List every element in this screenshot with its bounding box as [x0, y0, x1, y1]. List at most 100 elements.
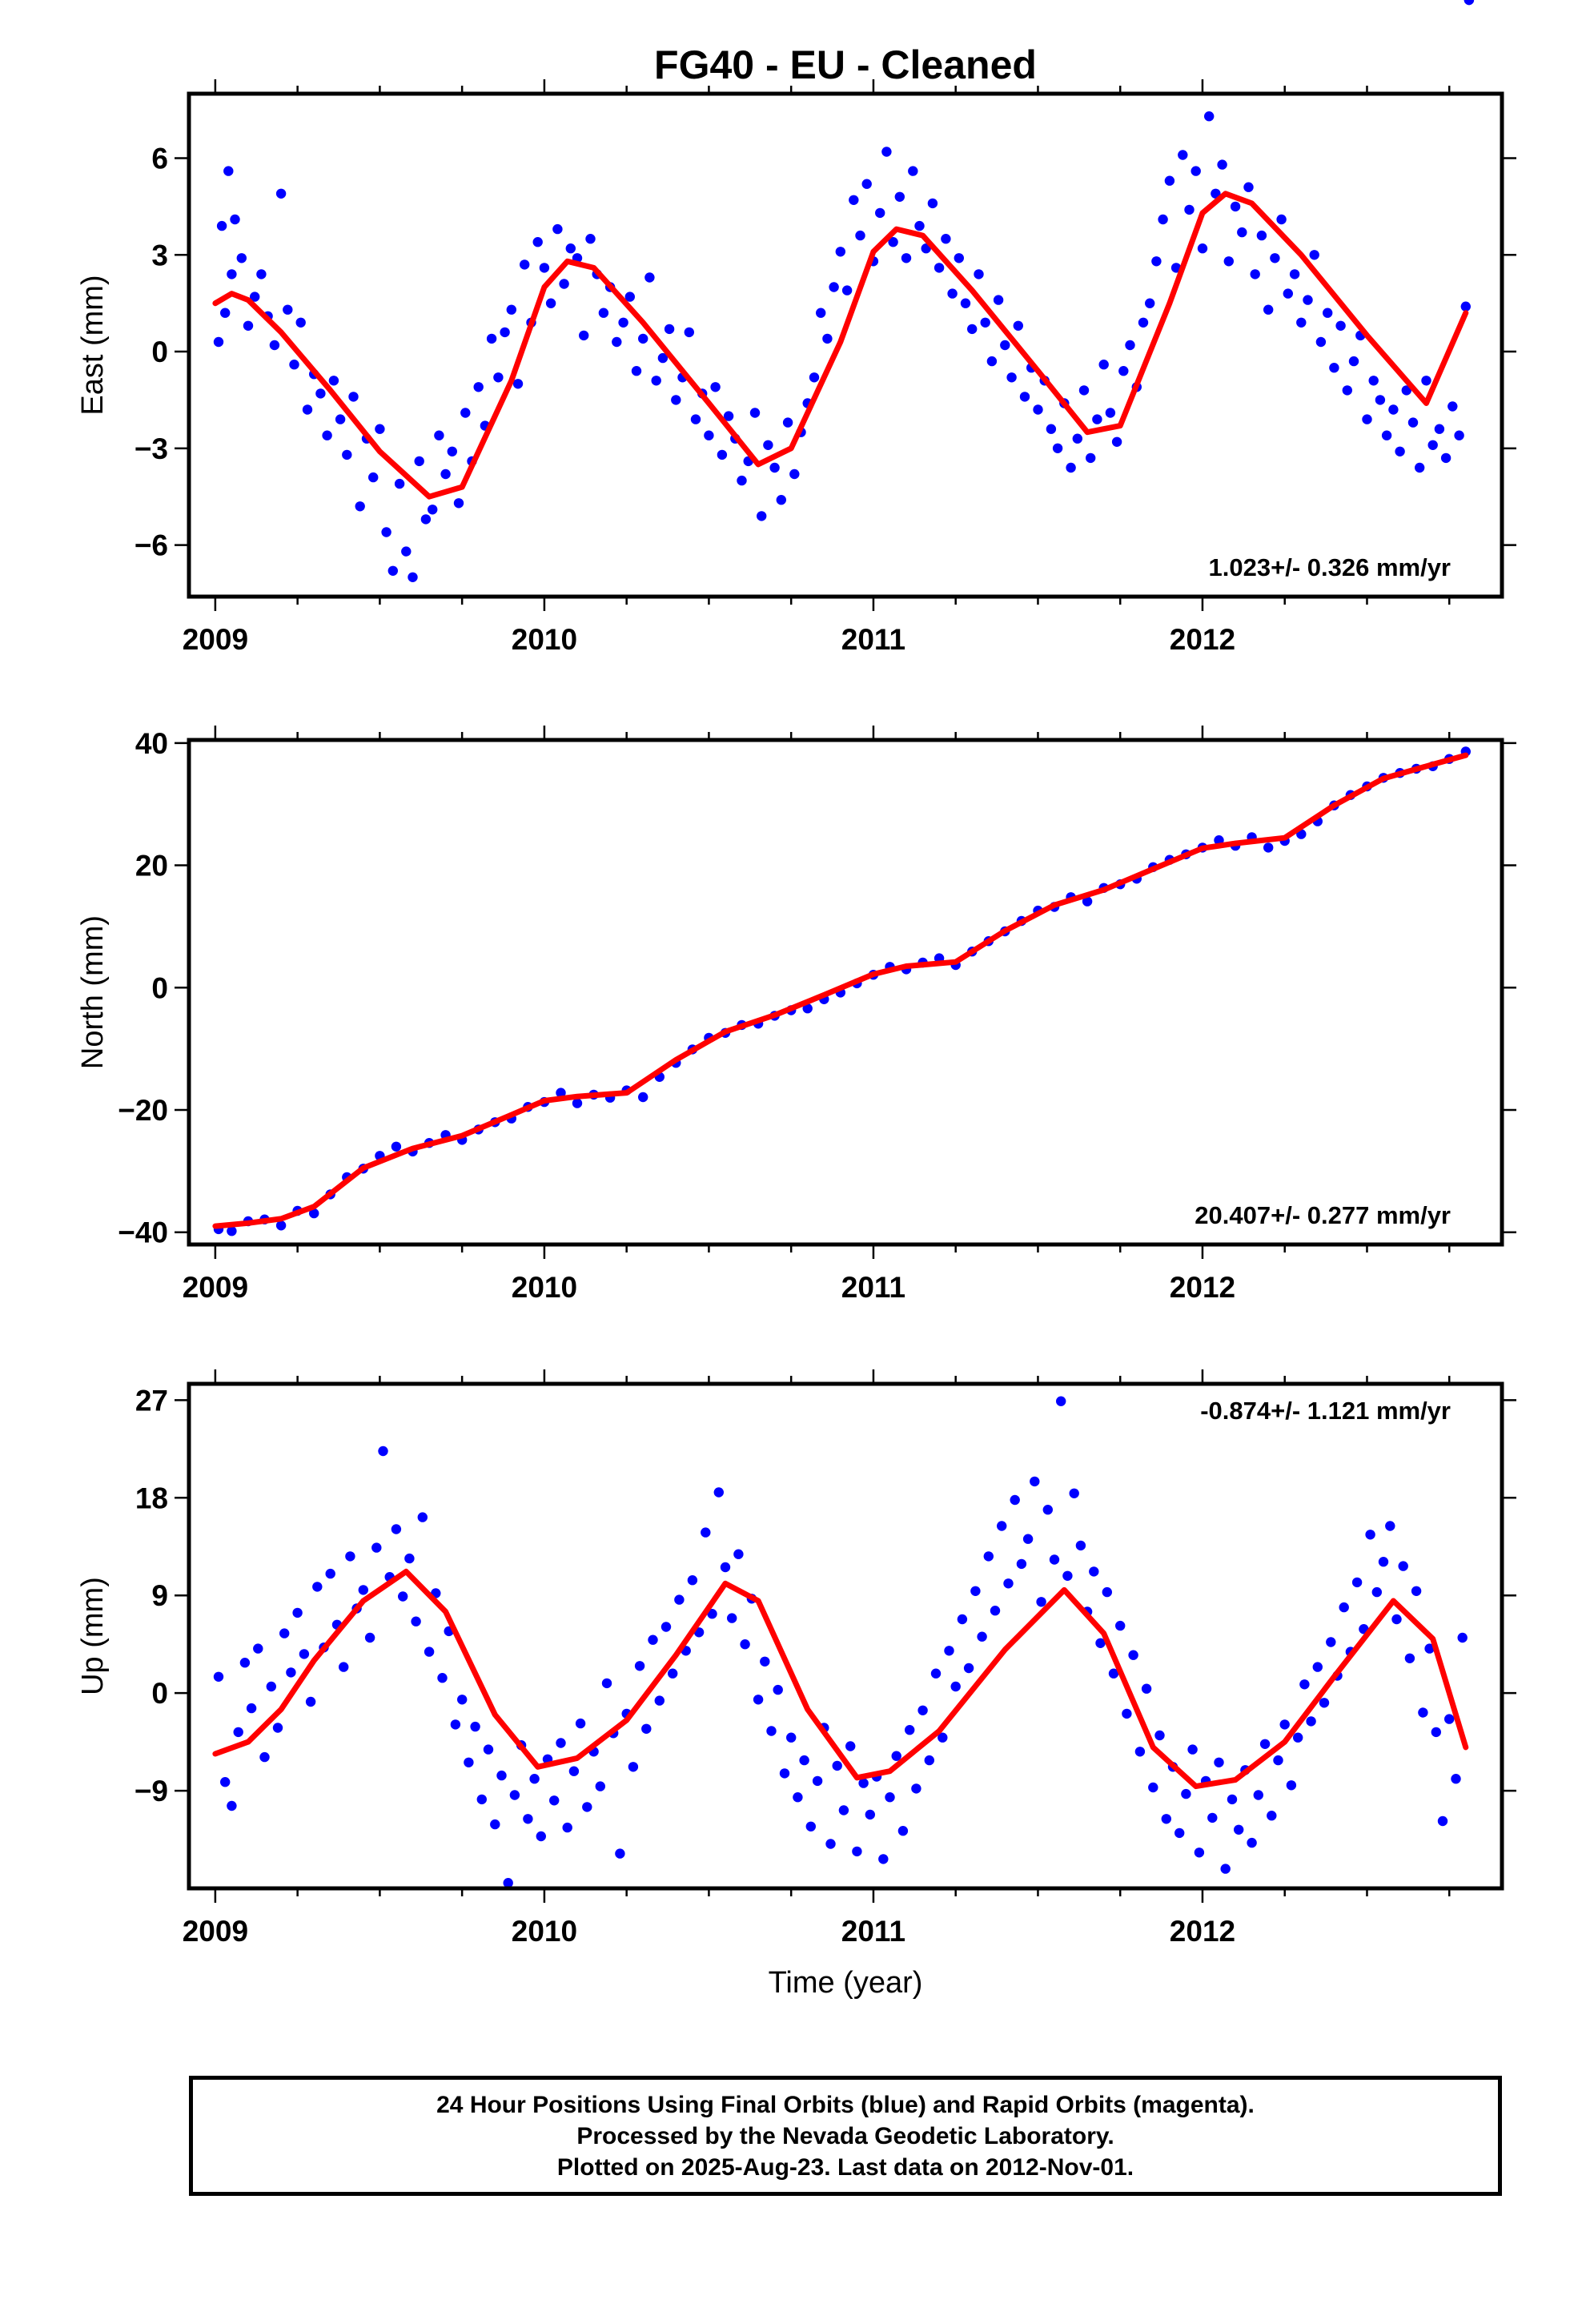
data-point — [644, 272, 655, 283]
data-point — [799, 1755, 809, 1766]
data-point — [822, 333, 833, 344]
data-point — [1411, 1586, 1422, 1597]
data-point — [1003, 1578, 1014, 1589]
data-point — [1191, 166, 1201, 176]
data-point — [1289, 269, 1300, 279]
data-point — [227, 1800, 237, 1811]
data-point — [598, 308, 609, 318]
figure-title: FG40 - EU - Cleaned — [654, 42, 1037, 87]
data-point — [335, 414, 346, 424]
data-point — [881, 147, 892, 157]
y-tick-label: 40 — [135, 727, 168, 760]
data-point — [1267, 1811, 1277, 1821]
data-point — [717, 449, 728, 460]
data-point — [368, 472, 379, 483]
data-point — [275, 1220, 287, 1231]
data-point — [408, 572, 418, 582]
data-point — [1013, 320, 1024, 331]
data-point — [993, 295, 1004, 305]
x-tick-label: 2010 — [512, 1271, 577, 1304]
data-point — [763, 440, 773, 450]
y-tick-label: 0 — [151, 336, 168, 368]
data-point — [954, 253, 965, 263]
data-point — [924, 1755, 935, 1766]
data-point — [960, 298, 971, 308]
data-point — [279, 1628, 290, 1638]
data-point — [556, 1738, 566, 1748]
data-point — [440, 468, 451, 480]
rate-label-north: 20.407+/- 0.277 mm/yr — [1195, 1201, 1451, 1229]
y-axis-label-north: North (mm) — [76, 915, 110, 1069]
data-point — [634, 1661, 645, 1671]
data-point — [1270, 253, 1280, 263]
y-tick-label: 18 — [135, 1482, 168, 1514]
data-point — [1293, 1732, 1303, 1743]
data-point — [950, 1681, 961, 1692]
data-point — [908, 166, 918, 176]
x-tick-label: 2010 — [512, 1915, 577, 1948]
data-point — [223, 166, 234, 176]
fit-line-east — [212, 191, 1469, 500]
data-point — [1326, 1637, 1336, 1647]
data-point — [269, 340, 280, 351]
data-point — [641, 1723, 652, 1734]
data-point — [1145, 298, 1155, 308]
data-point — [914, 220, 925, 231]
footer-line-3: Plotted on 2025-Aug-23. Last data on 201… — [556, 2153, 1134, 2181]
data-point — [243, 320, 254, 331]
data-point — [1098, 360, 1109, 370]
data-point — [1283, 288, 1294, 299]
data-point — [1211, 188, 1221, 199]
data-point — [453, 498, 464, 509]
data-point — [556, 1088, 566, 1098]
data-point — [1388, 404, 1399, 415]
x-tick-label: 2012 — [1170, 623, 1235, 656]
x-tick-label: 2012 — [1170, 1271, 1235, 1304]
data-point — [1000, 340, 1010, 351]
data-point — [1335, 320, 1346, 331]
data-point — [559, 279, 569, 289]
data-point — [582, 1802, 592, 1812]
data-point — [1259, 1739, 1271, 1749]
data-point — [710, 382, 721, 392]
data-point — [1286, 1780, 1297, 1791]
data-point — [428, 505, 438, 515]
data-point — [213, 1671, 224, 1682]
y-tick-label: −40 — [118, 1216, 168, 1249]
data-point — [917, 1705, 928, 1715]
data-point — [638, 333, 648, 344]
data-point — [549, 1795, 560, 1806]
data-point — [391, 1524, 402, 1534]
data-point — [835, 247, 846, 257]
data-point — [246, 1703, 257, 1714]
data-point — [1204, 111, 1215, 122]
data-point — [1062, 1570, 1073, 1582]
data-point — [1253, 1790, 1264, 1800]
data-point — [355, 501, 365, 512]
data-point — [579, 330, 589, 341]
data-point — [401, 546, 412, 557]
data-point — [983, 1551, 994, 1562]
data-point — [1381, 430, 1392, 440]
y-axis-label-east: East (mm) — [76, 275, 110, 415]
data-point — [1447, 401, 1458, 412]
data-point — [227, 269, 237, 279]
data-point — [575, 1718, 586, 1729]
data-point — [1128, 1650, 1138, 1660]
data-point — [233, 1727, 243, 1738]
data-point — [651, 376, 661, 386]
data-point — [1424, 1643, 1435, 1654]
data-point — [398, 1591, 408, 1602]
data-point — [1319, 1698, 1330, 1708]
data-point — [414, 456, 424, 467]
data-point — [1197, 243, 1208, 254]
data-point — [664, 324, 675, 335]
data-point — [963, 1663, 974, 1674]
data-point — [1075, 1540, 1086, 1551]
data-point — [1108, 1668, 1119, 1679]
y-tick-label: 0 — [151, 1677, 168, 1710]
data-point — [1323, 308, 1333, 318]
data-point — [275, 188, 287, 199]
x-tick-label: 2009 — [183, 623, 248, 656]
data-point — [520, 259, 530, 270]
